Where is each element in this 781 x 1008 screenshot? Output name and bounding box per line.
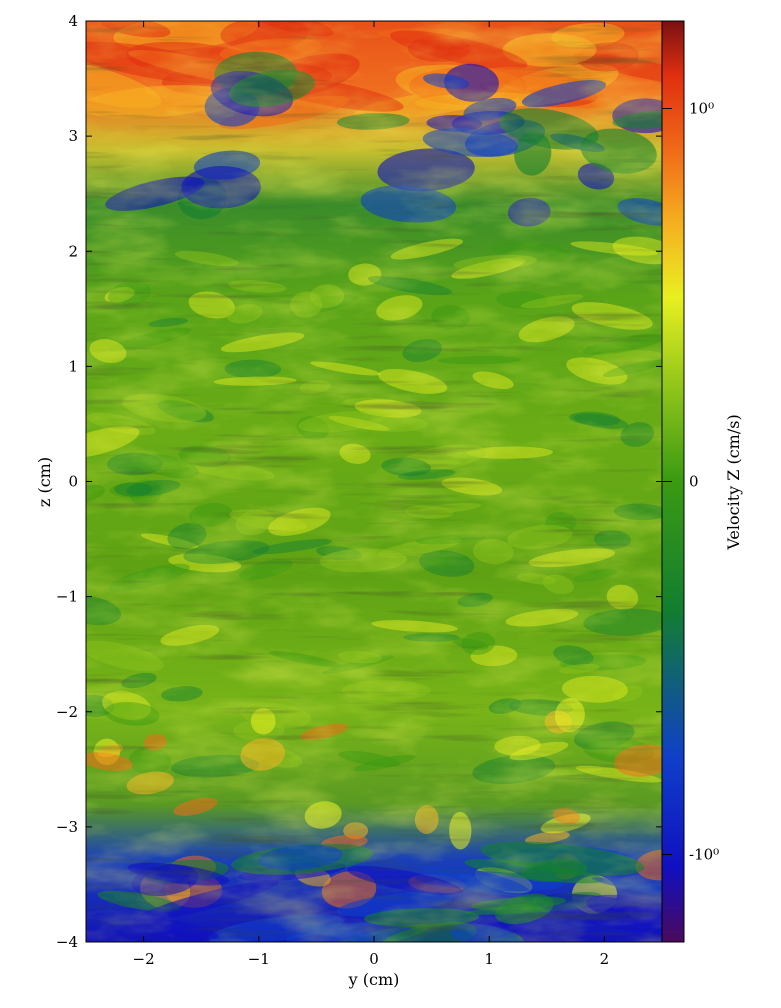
x-tick-label: 0 bbox=[369, 950, 379, 968]
y-axis-label: z (cm) bbox=[35, 457, 54, 507]
y-tick-label: −4 bbox=[56, 933, 78, 951]
colorbar-tick-label: -10⁰ bbox=[689, 846, 719, 864]
y-tick-label: −3 bbox=[56, 818, 78, 836]
x-tick-label: −2 bbox=[133, 950, 155, 968]
x-tick-label: 1 bbox=[484, 950, 494, 968]
x-axis-label: y (cm) bbox=[348, 970, 400, 989]
colorbar-tick-label: 0 bbox=[689, 473, 699, 491]
colorbar-label: Velocity Z (cm/s) bbox=[724, 414, 743, 550]
y-tick-label: 3 bbox=[68, 127, 78, 145]
y-tick-label: −1 bbox=[56, 588, 78, 606]
x-axis: −2 −1 0 1 2 bbox=[133, 21, 610, 968]
y-axis: −4 −3 −2 −1 0 1 2 3 4 bbox=[56, 12, 662, 951]
y-tick-label: 4 bbox=[68, 12, 78, 30]
y-tick-label: −2 bbox=[56, 703, 78, 721]
y-tick-label: 1 bbox=[68, 357, 78, 375]
plot-area bbox=[86, 21, 662, 942]
y-tick-label: 0 bbox=[68, 473, 78, 491]
y-tick-label: 2 bbox=[68, 242, 78, 260]
streamline-texture bbox=[86, 21, 662, 942]
colorbar-ticks: 10⁰ 0 -10⁰ bbox=[662, 99, 719, 864]
x-tick-label: −1 bbox=[248, 950, 270, 968]
x-tick-label: 2 bbox=[600, 950, 610, 968]
colorbar-tick-label: 10⁰ bbox=[689, 99, 714, 117]
